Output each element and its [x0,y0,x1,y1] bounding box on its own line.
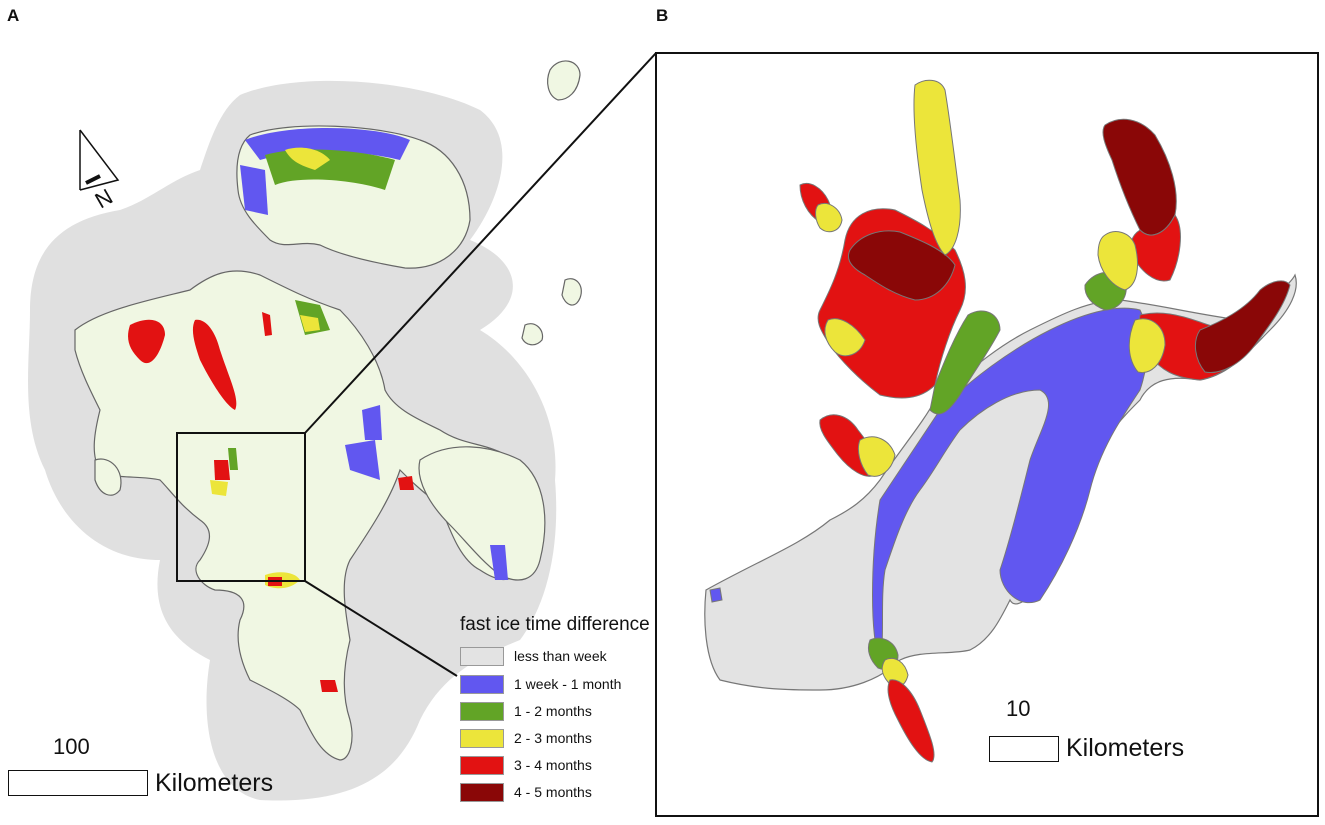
zone-4-5mo-nw [847,230,956,301]
zone-3-4mo-south [887,679,935,763]
islet-east [561,278,582,306]
legend-swatch [460,674,504,694]
north-arrow-icon [79,129,120,191]
legend-label: 2 - 3 months [514,730,592,746]
zone-2-3mo-w2 [815,203,843,233]
zone-1wk-1mo [872,307,1148,662]
east-island [418,446,546,581]
zone-4-5mo-east [1194,280,1291,374]
legend-label: 4 - 5 months [514,784,592,800]
scale-a-unit: Kilometers [155,769,274,797]
panel-b-map [655,52,1319,817]
legend-swatch [460,646,504,666]
legend-swatch [460,755,504,775]
panel-label-b: B [656,6,669,25]
legend-label: 1 week - 1 month [514,676,622,692]
islet-ne [547,60,581,101]
scale-b-value: 10 [1006,696,1031,721]
zone-1-2mo [929,310,1001,415]
zone-2-3mo-north [913,79,961,256]
panel-a-map [28,52,657,801]
scale-b-unit: Kilometers [1066,734,1185,762]
scale-a-bar [8,770,148,796]
main-island [74,270,531,761]
zone-2-3mo-ne [1097,231,1138,291]
legend-label: 1 - 2 months [514,703,592,719]
inset-line-top [304,52,657,434]
zone-2-3mo-w1 [857,436,896,477]
legend-item: 2 - 3 months [460,727,592,749]
legend-item: 1 - 2 months [460,700,592,722]
zone-2-3mo-w3 [824,318,866,357]
zone-2-3mo-east [1128,318,1166,374]
legend-label: less than week [514,648,607,664]
legend-item: 1 week - 1 month [460,673,621,695]
legend-swatch [460,701,504,721]
zone-1wk-1mo-sw [709,587,723,603]
inset-box [176,432,306,582]
legend-item: 4 - 5 months [460,781,592,803]
legend-swatch [460,782,504,802]
legend-title: fast ice time difference [460,614,650,635]
panel-label-a: A [7,6,20,25]
islet-mid [521,323,544,346]
legend-item: 3 - 4 months [460,754,592,776]
islet-south [94,458,122,496]
scale-a-value: 100 [53,734,90,759]
inset-line-bottom [304,580,458,677]
legend-swatch [460,728,504,748]
legend-item: less than week [460,645,607,667]
legend-label: 3 - 4 months [514,757,592,773]
scale-b-bar [989,736,1059,762]
